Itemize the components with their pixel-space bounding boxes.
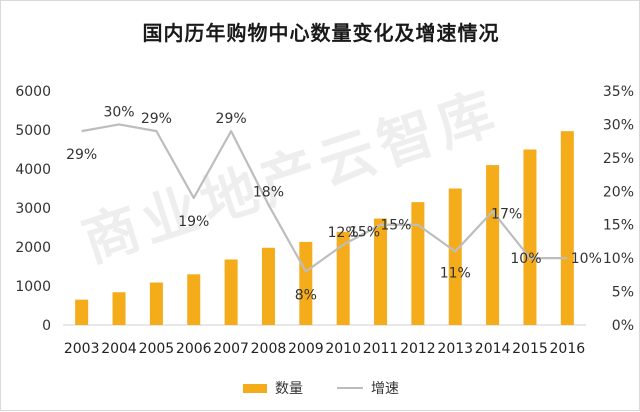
bar-series [75, 131, 574, 325]
growth-label-2012: 15% [380, 218, 411, 234]
x-tick-label: 2010 [325, 341, 361, 357]
y-left-tick-label: 6000 [15, 84, 51, 100]
legend: 数量 增速 [1, 378, 640, 398]
x-tick-label: 2006 [176, 341, 212, 357]
bar-2011 [374, 218, 388, 325]
x-tick-label: 2008 [251, 341, 287, 357]
bar-2010 [336, 231, 350, 325]
y-left-tick-label: 3000 [15, 201, 51, 217]
growth-label-2004: 30% [103, 104, 134, 120]
y-right-tick-label: 35% [603, 84, 634, 100]
growth-label-2010: 12% [328, 225, 359, 241]
growth-label-2014: 17% [491, 206, 522, 222]
y-left-tick-label: 0 [42, 318, 51, 334]
y-right-tick-label: 30% [603, 117, 634, 133]
y-right-tick-label: 10% [603, 251, 634, 267]
growth-label-2008: 18% [253, 185, 284, 201]
y-right-tick-label: 0% [612, 318, 634, 334]
chart-title: 国内历年购物中心数量变化及增速情况 [142, 21, 500, 45]
bar-2007 [224, 259, 238, 325]
y-left-tick-label: 1000 [15, 279, 51, 295]
growth-label-2005: 29% [141, 111, 172, 127]
right-axis-ticks: 0% 5% 10% 15% 20% 25% 30% 35% [603, 84, 634, 334]
x-tick-label: 2015 [512, 341, 548, 357]
legend-item-bar: 数量 [243, 378, 303, 398]
bar-2009 [299, 241, 313, 325]
x-tick-label: 2004 [101, 341, 137, 357]
growth-label-2016: 10% [571, 251, 602, 267]
x-axis-ticks: 2003 2004 2005 2006 2007 2008 2009 2010 2011 2012… [64, 341, 585, 357]
bar-2012 [411, 202, 425, 325]
x-tick-label: 2003 [64, 341, 100, 357]
y-right-tick-label: 20% [603, 184, 634, 200]
bar-2004 [112, 292, 126, 325]
bar-2013 [448, 188, 462, 325]
bar-2008 [261, 247, 275, 325]
x-tick-label: 2009 [288, 341, 324, 357]
left-axis-ticks: 0 1000 2000 3000 4000 5000 6000 [15, 84, 51, 334]
bar-2015 [523, 149, 537, 325]
x-tick-label: 2005 [139, 341, 175, 357]
y-right-tick-label: 25% [603, 151, 634, 167]
bar-2014 [486, 165, 500, 325]
bar-2005 [149, 282, 163, 325]
y-left-tick-label: 5000 [15, 123, 51, 139]
legend-swatch-bar [243, 383, 267, 393]
growth-label-2011: 15% [349, 225, 380, 241]
x-tick-label: 2013 [437, 341, 473, 357]
bar-2003 [75, 299, 89, 325]
legend-swatch-line [337, 387, 363, 389]
line-data-labels: 29%30% 29%19%29%18%8%12%15% 15%11%17%10% 10… [66, 104, 602, 303]
growth-label-2007: 29% [216, 111, 247, 127]
x-tick-label: 2011 [363, 341, 399, 357]
bar-2006 [187, 274, 201, 325]
legend-label-line: 增速 [371, 381, 399, 397]
y-right-tick-label: 5% [612, 285, 634, 301]
growth-line [81, 123, 568, 273]
legend-label-bar: 数量 [275, 381, 303, 397]
growth-label-2006: 19% [178, 214, 209, 230]
x-tick-label: 2012 [400, 341, 436, 357]
line-series [81, 123, 568, 273]
growth-label-2009: 8% [295, 288, 317, 304]
y-left-tick-label: 4000 [15, 162, 51, 178]
growth-label-2015: 10% [510, 251, 541, 267]
y-left-tick-label: 2000 [15, 240, 51, 256]
bar-2016 [560, 131, 574, 325]
x-tick-label: 2016 [550, 341, 586, 357]
legend-item-line: 增速 [337, 378, 399, 398]
y-right-tick-label: 15% [603, 218, 634, 234]
growth-label-2013: 11% [440, 265, 471, 281]
x-tick-label: 2007 [213, 341, 249, 357]
x-tick-label: 2014 [475, 341, 511, 357]
growth-label-2003: 29% [66, 147, 97, 163]
